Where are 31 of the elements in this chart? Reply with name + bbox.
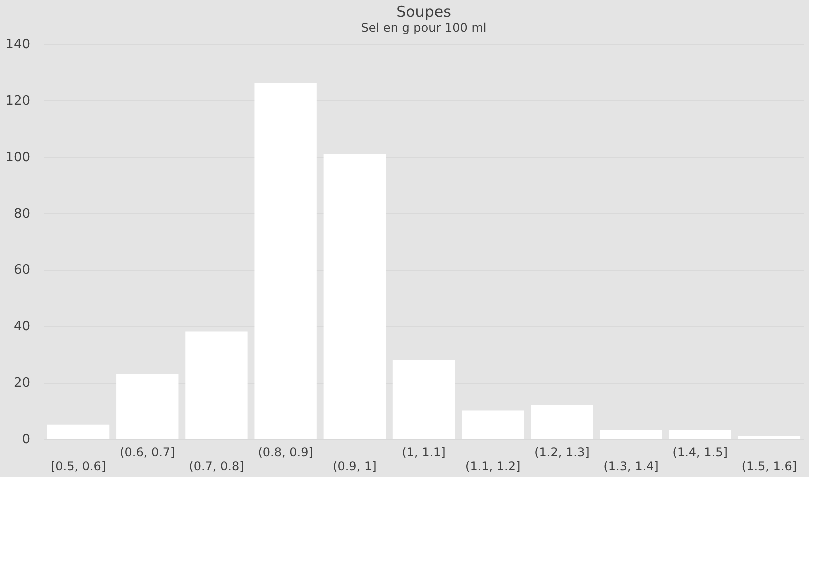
- bar: [47, 424, 110, 439]
- x-tick-label: (1, 1.1]: [402, 446, 446, 460]
- bar: [254, 84, 317, 439]
- y-tick-label: 120: [6, 94, 30, 109]
- bar: [462, 410, 524, 439]
- x-tick-label: (0.7, 0.8]: [189, 460, 244, 474]
- chart-subtitle: Sel en g pour 100 ml: [361, 21, 487, 35]
- x-tick-label: (0.8, 0.9]: [258, 446, 314, 460]
- x-tick-label: (1.3, 1.4]: [604, 460, 659, 474]
- x-tick-label: (1.4, 1.5]: [672, 446, 728, 460]
- bar: [186, 332, 248, 439]
- y-tick-label: 40: [14, 320, 30, 335]
- x-tick-label: (0.6, 0.7]: [120, 446, 176, 460]
- y-tick-label: 80: [14, 206, 30, 222]
- y-tick-label: 100: [6, 150, 30, 166]
- chart-title: Soupes: [396, 3, 452, 21]
- bar: [116, 374, 179, 439]
- bar: [324, 154, 386, 439]
- x-tick-label: (1.1, 1.2]: [466, 460, 521, 474]
- bar: [392, 360, 456, 439]
- bar: [600, 430, 662, 439]
- x-tick-label: (1.5, 1.6]: [742, 460, 798, 474]
- x-tick-label: [0.5, 0.6]: [50, 460, 106, 474]
- y-tick-label: 0: [22, 432, 30, 448]
- bar: [669, 430, 732, 439]
- x-tick-label: (0.9, 1]: [333, 460, 377, 474]
- y-tick-label: 60: [14, 263, 30, 278]
- y-tick-label: 140: [6, 38, 30, 52]
- x-tick-label: (1.2, 1.3]: [534, 446, 590, 460]
- bar: [531, 405, 594, 439]
- y-tick-label: 20: [14, 376, 30, 392]
